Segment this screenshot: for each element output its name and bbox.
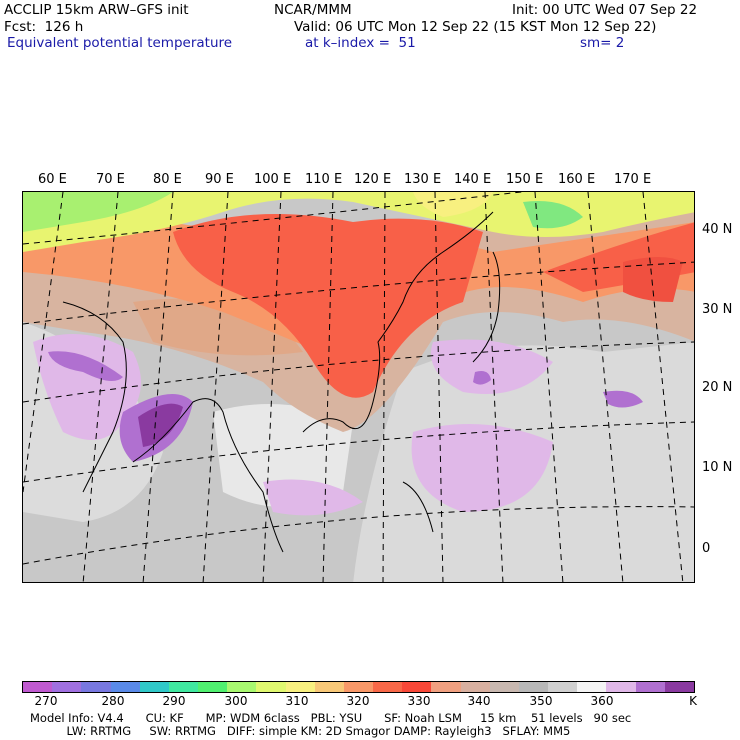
colorbar-swatch	[518, 682, 549, 692]
colorbar-swatch	[285, 682, 315, 692]
dark-purple-patch	[138, 403, 183, 447]
graticule	[23, 192, 694, 582]
colorbar-tick: 340	[467, 694, 491, 708]
lilac-patch	[411, 424, 553, 512]
lat-label: 10 N	[702, 460, 733, 475]
lilac-patch	[263, 479, 363, 516]
lon-label: 90 E	[205, 172, 234, 187]
colorbar-tick: 280	[101, 694, 125, 708]
lon-label: 150 E	[506, 172, 544, 187]
colorbar-swatch	[81, 682, 111, 692]
colorbar-unit: K	[689, 694, 697, 708]
purple-patch	[48, 351, 123, 381]
model-title: ACCLIP 15km ARW–GFS init	[4, 2, 189, 18]
colorbar-tick: 320	[346, 694, 370, 708]
lon-label: 130 E	[404, 172, 442, 187]
smoothing-label: sm= 2	[580, 35, 625, 51]
red-core	[173, 214, 483, 398]
lon-label: 140 E	[454, 172, 492, 187]
lon-label: 110 E	[305, 172, 343, 187]
red-core	[623, 257, 683, 302]
init-time: Init: 00 UTC Wed 07 Sep 22	[512, 2, 698, 18]
colorbar-swatch	[198, 682, 228, 692]
lon-label: 70 E	[96, 172, 125, 187]
colorbar-swatch	[256, 682, 286, 692]
purple-patch	[473, 371, 491, 385]
lat-label: 30 N	[702, 302, 733, 317]
colorbar-swatch	[664, 682, 694, 692]
colorbar-tick: 360	[590, 694, 614, 708]
colorbar-tick: 330	[407, 694, 431, 708]
lat-label: 20 N	[702, 380, 733, 395]
valid-time: Valid: 06 UTC Mon 12 Sep 22 (15 KST Mon …	[294, 19, 657, 35]
colorbar-swatch	[110, 682, 140, 692]
coastlines	[62, 211, 501, 553]
colorbar-swatch	[23, 682, 53, 692]
green-band	[23, 192, 173, 232]
colorbar-swatch	[606, 682, 636, 692]
colorbar-tick: 300	[224, 694, 248, 708]
colorbar-swatch	[343, 682, 374, 692]
lon-label: 100 E	[254, 172, 292, 187]
colorbar-swatch	[460, 682, 490, 692]
colorbar-tick: 310	[285, 694, 309, 708]
map-field-plot	[23, 192, 694, 582]
colorbar-swatch	[548, 682, 578, 692]
light-patch	[213, 404, 353, 507]
colorbar-swatch	[52, 682, 82, 692]
lon-label: 160 E	[558, 172, 596, 187]
colorbar-swatch	[168, 682, 199, 692]
colorbar-swatch	[635, 682, 665, 692]
colorbar-swatch	[139, 682, 169, 692]
lat-label: 0	[702, 541, 711, 556]
lon-label: 170 E	[614, 172, 652, 187]
colorbar-tick: 350	[529, 694, 553, 708]
colorbar-swatch	[489, 682, 519, 692]
map-panel	[22, 191, 695, 583]
colorbar-swatch	[227, 682, 257, 692]
model-info-line2: LW: RRTMG SW: RRTMG DIFF: simple KM: 2D …	[30, 724, 571, 738]
lon-label: 120 E	[354, 172, 392, 187]
colorbar-swatch	[431, 682, 461, 692]
lat-label: 40 N	[702, 222, 733, 237]
colorbar-swatch	[402, 682, 432, 692]
colorbar-swatch	[314, 682, 344, 692]
purple-patch	[603, 390, 643, 408]
colorbar-tick: 270	[34, 694, 58, 708]
colorbar	[22, 681, 695, 693]
green-band	[523, 201, 583, 229]
field-name: Equivalent potential temperature	[7, 35, 233, 51]
model-info-line1: Model Info: V4.4 CU: KF MP: WDM 6class P…	[30, 711, 632, 725]
level-label: at k–index = 51	[305, 35, 416, 51]
lon-label: 60 E	[38, 172, 67, 187]
forecast-hour: Fcst: 126 h	[4, 19, 84, 35]
lon-label: 80 E	[153, 172, 182, 187]
colorbar-tick: 290	[162, 694, 186, 708]
colorbar-swatch	[577, 682, 607, 692]
org-label: NCAR/MMM	[274, 2, 352, 18]
colorbar-swatch	[373, 682, 403, 692]
yellow-band	[413, 192, 493, 217]
